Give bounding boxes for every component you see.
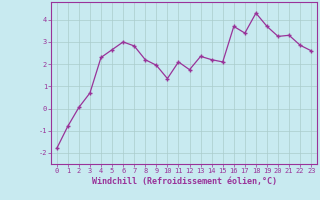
X-axis label: Windchill (Refroidissement éolien,°C): Windchill (Refroidissement éolien,°C) bbox=[92, 177, 276, 186]
